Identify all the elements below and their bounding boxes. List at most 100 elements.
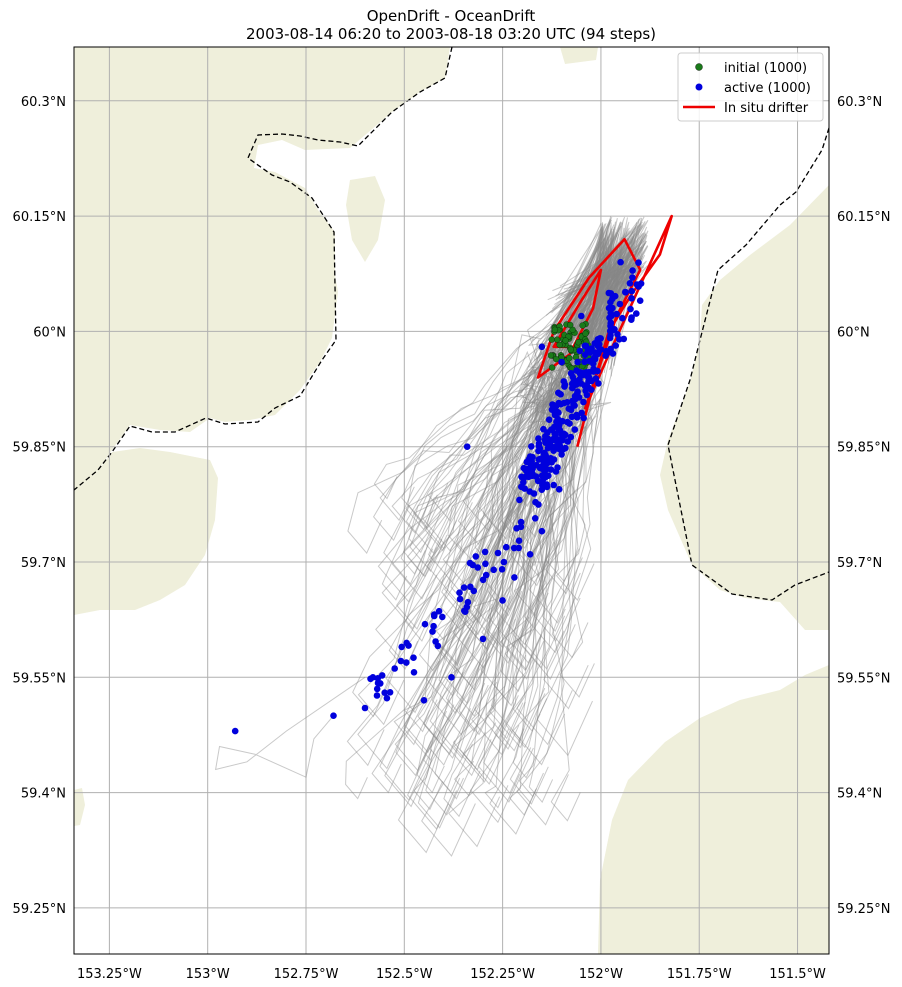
active-particle (574, 358, 581, 366)
active-particle (374, 679, 382, 687)
active-particle (564, 438, 572, 445)
active-particle (470, 587, 478, 595)
active-particle (550, 481, 557, 489)
active-particle (456, 595, 464, 603)
trajectory-line (432, 222, 602, 674)
trajectory-line (550, 266, 645, 659)
active-particle (391, 665, 399, 672)
active-particle (580, 414, 587, 422)
initial-particle (562, 337, 569, 344)
legend-initial-marker (695, 63, 703, 71)
y-tick-label-right: 59.7°N (837, 556, 882, 571)
chart-title: OpenDrift - OceanDrift (366, 7, 536, 25)
active-particle (381, 689, 389, 696)
active-particle (590, 354, 598, 362)
trajectory-line (214, 676, 366, 778)
active-particle (460, 584, 468, 591)
active-particle (479, 576, 487, 584)
active-particle (616, 300, 624, 308)
active-particle (369, 674, 377, 681)
initial-particle (566, 354, 573, 362)
initial-particle (553, 336, 561, 343)
active-particle (532, 473, 540, 480)
active-particle (410, 654, 417, 661)
active-particle (586, 349, 594, 356)
y-tick-label: 60.3°N (21, 95, 66, 110)
trajectory-line (447, 233, 635, 554)
active-particle (565, 405, 573, 413)
active-particle (563, 399, 571, 406)
active-particle (539, 464, 547, 471)
active-particle (420, 697, 428, 704)
active-particle (571, 426, 579, 433)
active-particle (569, 384, 576, 392)
active-particle (463, 443, 471, 451)
legend-active-marker (695, 83, 703, 91)
trajectory-line (523, 242, 620, 654)
active-particle (374, 675, 382, 682)
active-particle (573, 367, 580, 374)
y-tick-label-right: 60°N (837, 325, 870, 340)
y-tick-label: 60°N (33, 325, 66, 340)
trajectory-line (438, 216, 613, 697)
active-particle (597, 335, 604, 342)
active-particle (541, 449, 548, 457)
trajectory-line (500, 236, 609, 672)
active-particle (432, 638, 439, 645)
active-particle (577, 380, 585, 387)
active-particle (538, 527, 546, 535)
active-particle (517, 523, 525, 531)
trajectory-line (346, 259, 603, 767)
active-particle (560, 430, 568, 438)
active-particle (558, 451, 565, 458)
active-particle (578, 312, 585, 320)
land-islet-sw (74, 788, 85, 826)
active-particle (435, 607, 443, 615)
active-particle (481, 548, 489, 556)
active-particle (551, 409, 559, 417)
y-tick-label: 59.25°N (13, 902, 66, 917)
active-particle (526, 551, 534, 558)
x-tick-label: 152.25°W (470, 967, 535, 982)
land-east (660, 185, 829, 630)
active-particle (448, 674, 455, 681)
initial-particle (553, 355, 560, 363)
active-particle (535, 501, 542, 508)
active-particle (609, 350, 617, 357)
initial-particle (548, 336, 555, 343)
trajectory-line (493, 221, 643, 707)
active-particle (474, 564, 482, 571)
active-particle (635, 283, 642, 290)
trajectory-line (518, 241, 633, 798)
initial-particle (547, 352, 554, 359)
x-tick-label: 151.75°W (667, 967, 732, 982)
active-particle (521, 485, 528, 492)
trajectory-line (524, 240, 648, 670)
active-particle (583, 391, 591, 399)
trajectory-line (490, 246, 636, 742)
active-particle (555, 389, 562, 397)
x-tick-label: 152.75°W (274, 967, 339, 982)
trajectory-line (456, 241, 613, 580)
legend-drifter-label: In situ drifter (724, 101, 809, 116)
active-particle (397, 657, 405, 665)
land-northwest (74, 47, 450, 492)
y-axis-ticks-left: 60.3°N 60.15°N 60°N 59.85°N 59.7°N 59.55°N 59.… (13, 95, 66, 917)
active-particle (576, 347, 584, 355)
active-particle (581, 358, 588, 366)
active-particle (581, 369, 589, 377)
active-particle (544, 459, 551, 467)
initial-particle (551, 326, 559, 333)
trajectory-line (384, 234, 647, 808)
legend-initial-label: initial (1000) (724, 61, 807, 76)
active-particle (529, 465, 536, 473)
trajectory-line (512, 267, 641, 732)
active-particle (606, 334, 614, 342)
active-particle (330, 712, 337, 719)
initial-particle (548, 364, 556, 371)
active-particle (373, 692, 381, 699)
initial-particle (567, 346, 574, 353)
y-tick-label-right: 59.85°N (837, 441, 890, 456)
y-axis-ticks-right: 60.3°N 60.15°N 60°N 59.85°N 59.7°N 59.55°N 59.… (837, 95, 890, 917)
active-particle (606, 314, 613, 322)
